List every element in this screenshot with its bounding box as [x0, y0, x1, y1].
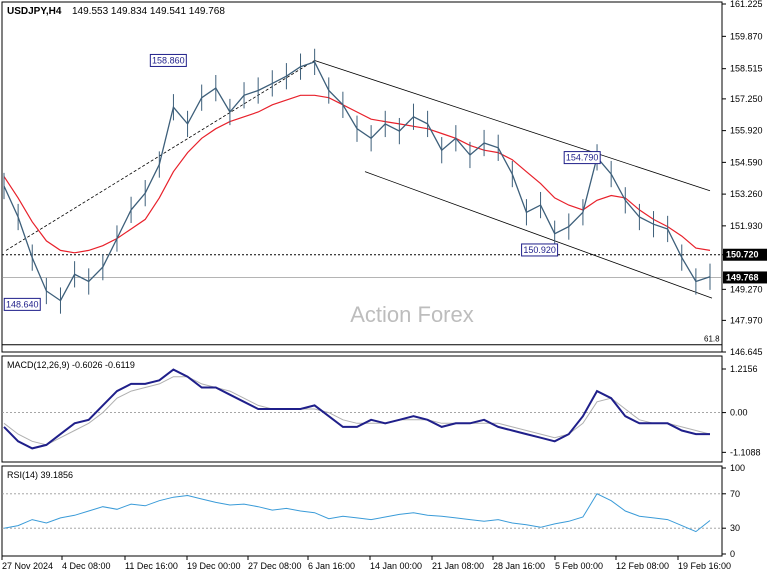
current-price-label: 149.768: [726, 272, 759, 282]
x-tick-label: 5 Feb 00:00: [555, 561, 603, 571]
macd-tick-label: 0.00: [730, 408, 748, 418]
fib-label: 61.8: [704, 335, 720, 344]
macd-panel: [1, 355, 723, 463]
x-tick-label: 28 Jan 16:00: [493, 561, 545, 571]
current-price-box: [723, 271, 767, 284]
x-tick-label: 19 Feb 16:00: [678, 561, 731, 571]
x-tick-label: 27 Dec 08:00: [248, 561, 302, 571]
macd-tick-label: 1.2156: [730, 364, 758, 374]
price-annotation-box: [521, 243, 559, 257]
price-tick-label: 157.250: [730, 94, 763, 104]
price-annotation-label: 148.640: [6, 299, 39, 309]
macd-line: [3, 368, 710, 450]
rsi-title: RSI(14) 39.1856: [7, 470, 73, 480]
rsi-tick-label: 100: [730, 463, 745, 473]
x-tick-label: 12 Feb 08:00: [616, 561, 669, 571]
rsi-tick-label: 70: [730, 489, 740, 499]
channel-lower-line: [364, 171, 713, 299]
channel-upper-line: [314, 60, 711, 192]
level-150720-box: [723, 248, 767, 261]
price-tick-label: 155.920: [730, 126, 763, 136]
price-tick-label: 158.515: [730, 64, 763, 74]
price-annotation-box: [3, 297, 41, 311]
watermark: Action Forex: [350, 302, 474, 327]
price-annotation-label: 154.790: [566, 153, 599, 163]
price-tick-label: 153.260: [730, 189, 763, 199]
chart-ohlc: 149.553 149.834 149.541 149.768: [72, 6, 225, 17]
price-tick-label: 149.270: [730, 284, 763, 294]
rsi-tick-label: 0: [730, 549, 735, 559]
price-annotation-box: [563, 151, 601, 165]
rsi-panel: [1, 465, 723, 557]
macd-tick-label: -1.1088: [730, 447, 761, 457]
price-annotation-label: 158.860: [152, 55, 185, 65]
price-panel: [1, 1, 723, 353]
level-150720-label: 150.720: [726, 250, 759, 260]
x-tick-label: 19 Dec 00:00: [187, 561, 241, 571]
rsi-tick-label: 30: [730, 523, 740, 533]
price-tick-label: 154.590: [730, 157, 763, 167]
macd-signal-line: [3, 376, 711, 446]
price-tick-label: 151.930: [730, 221, 763, 231]
chart-symbol-timeframe: USDJPY,H4: [7, 6, 62, 17]
x-tick-label: 4 Dec 08:00: [62, 561, 111, 571]
price-tick-label: 159.870: [730, 31, 763, 41]
ma-line: [3, 94, 711, 254]
price-annotation-label: 150.920: [523, 245, 556, 255]
x-tick-label: 6 Jan 16:00: [308, 561, 355, 571]
macd-title: MACD(12,26,9) -0.6026 -0.6119: [7, 360, 135, 370]
x-tick-label: 27 Nov 2024: [2, 561, 53, 571]
rsi-line: [3, 493, 711, 533]
support-trend-line: [5, 60, 315, 251]
x-tick-label: 14 Jan 00:00: [370, 561, 422, 571]
price-tick-label: 146.645: [730, 347, 763, 357]
x-tick-label: 21 Jan 08:00: [432, 561, 484, 571]
price-annotation-box: [149, 53, 187, 67]
price-tick-label: 161.225: [730, 0, 763, 9]
x-tick-label: 11 Dec 16:00: [125, 561, 178, 571]
price-tick-label: 147.970: [730, 315, 763, 325]
